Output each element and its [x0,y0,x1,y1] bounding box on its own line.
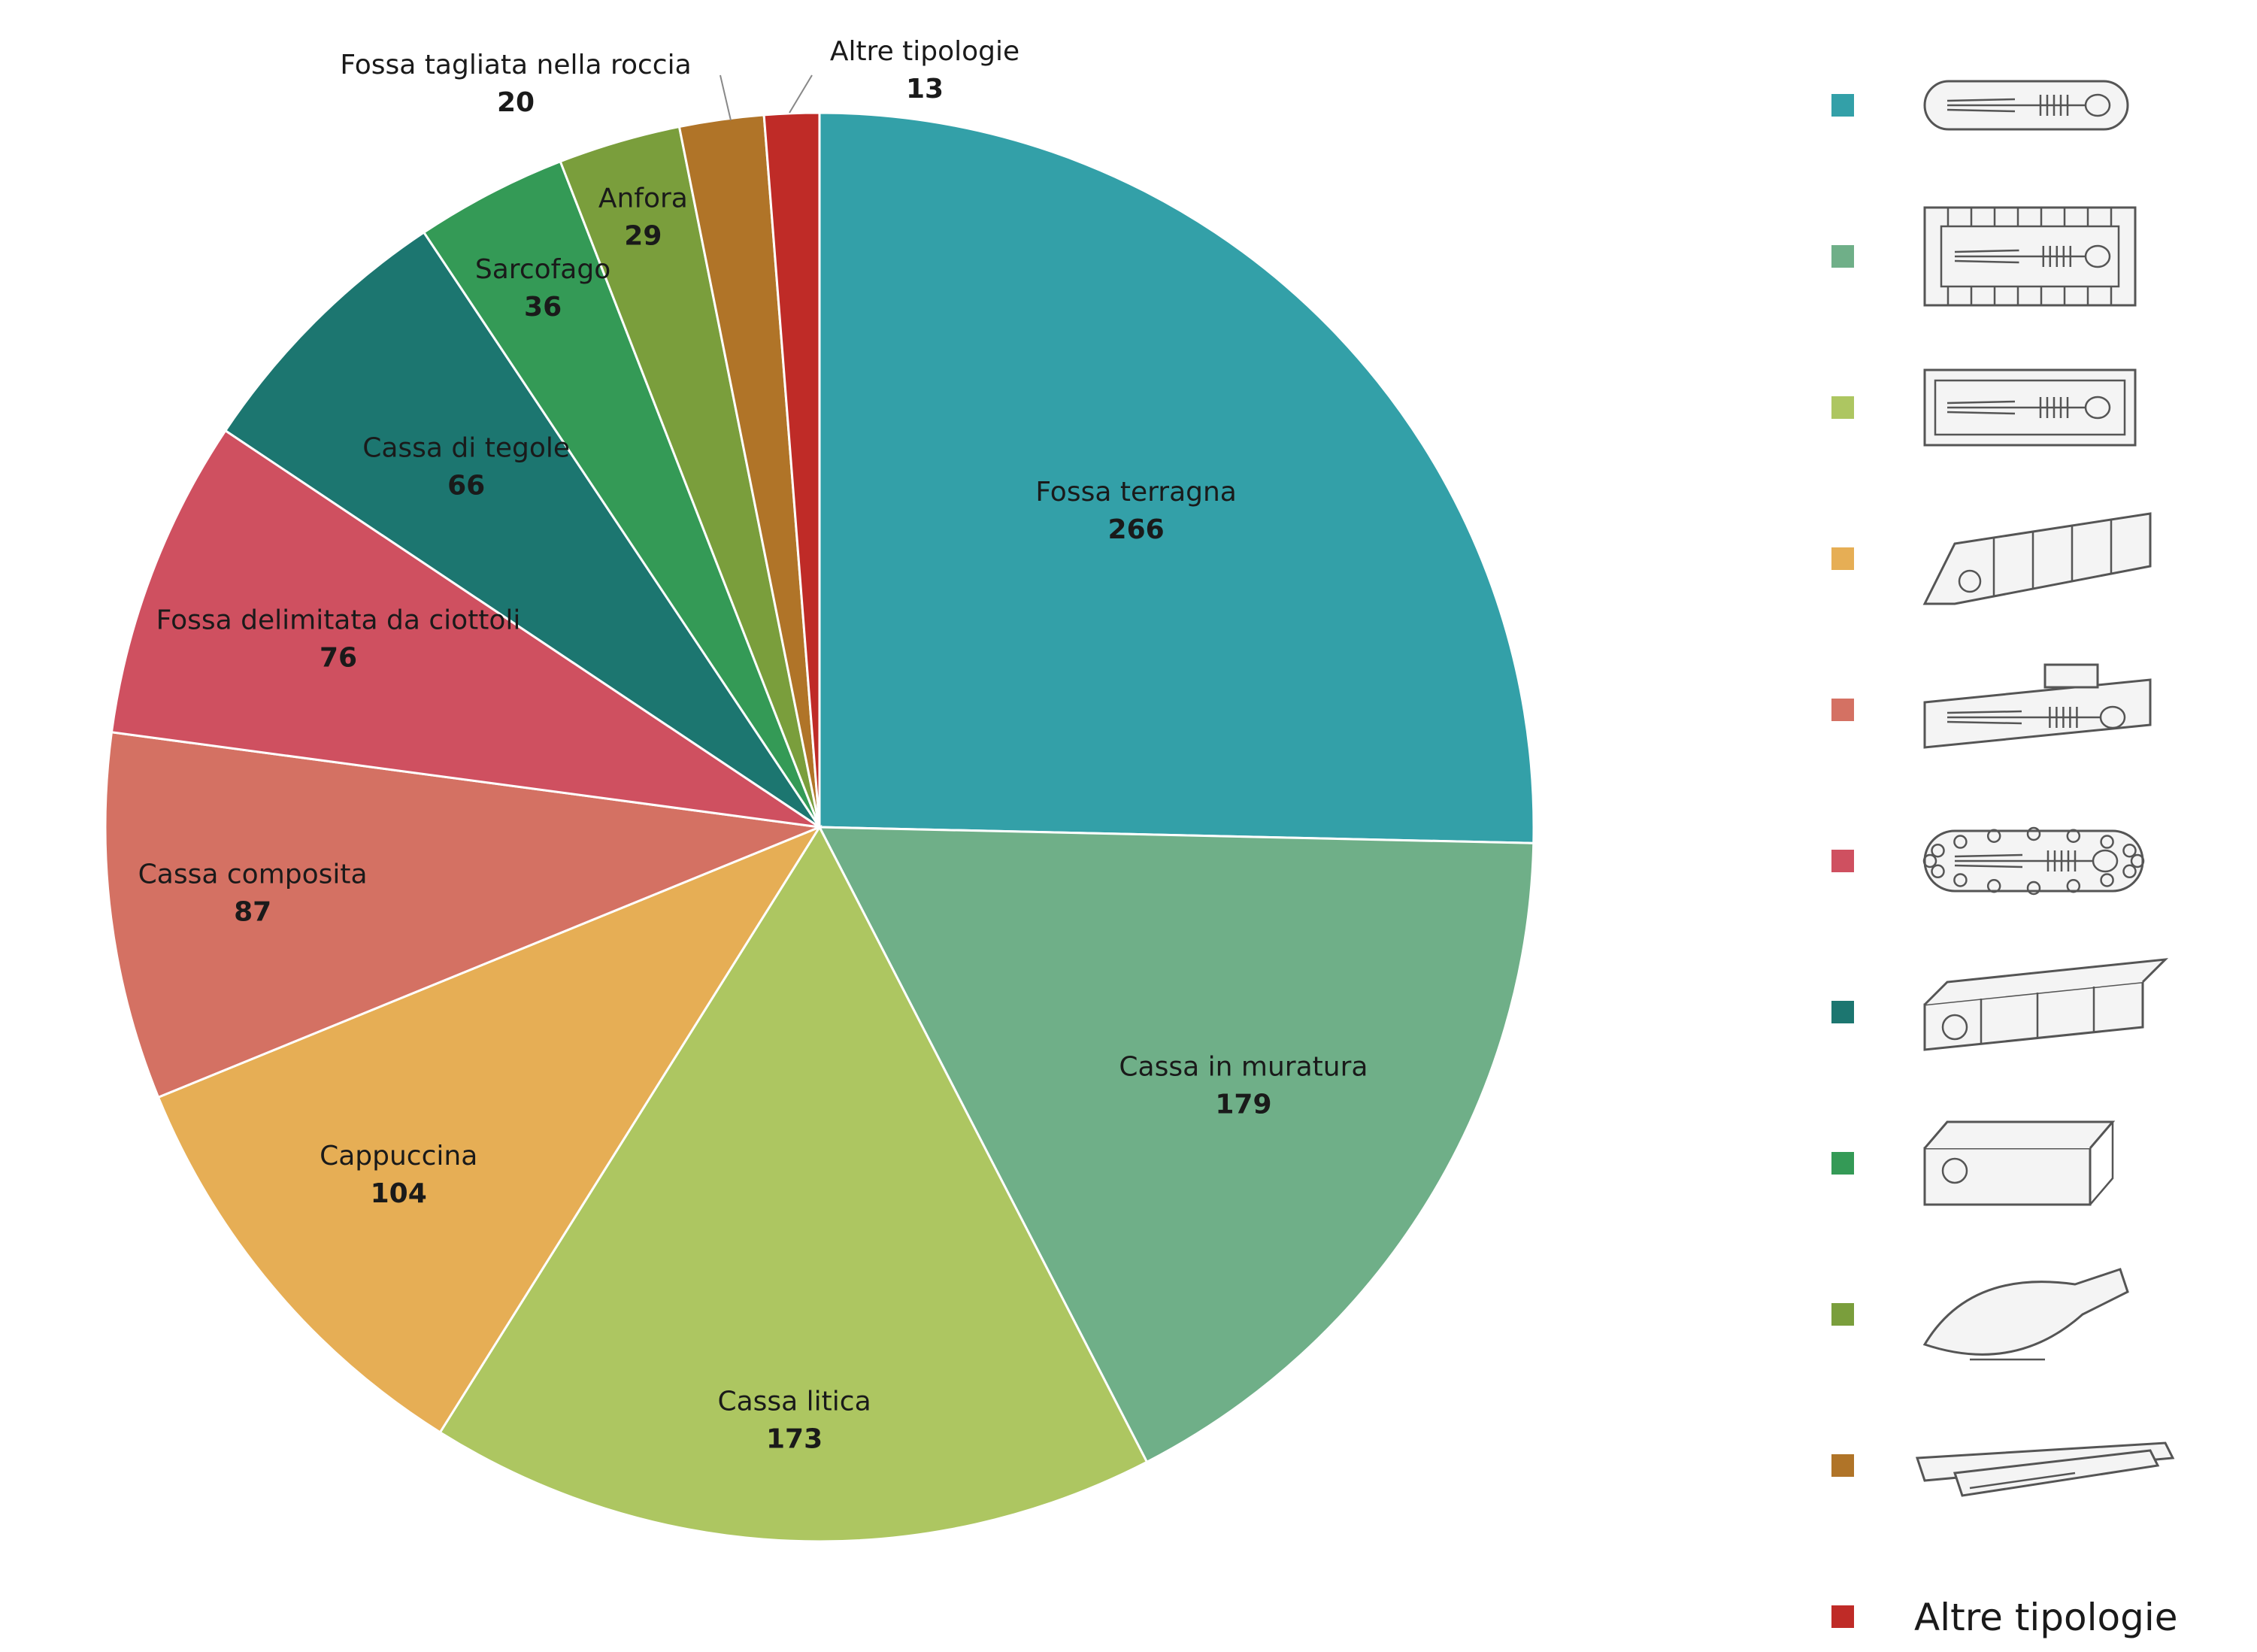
cassa-litica-illustration [1923,368,2137,447]
slice-label-cassa-di-tegole: Cassa di tegole [362,432,570,463]
slice-value-fossa-tagliata-nella-roccia: 20 [497,87,535,118]
pie-slice-cassa-litica [438,824,1149,1543]
sarcofago-illustration [1923,1120,2116,1206]
legend-swatch [1831,1605,1854,1628]
cappuccina-illustration [1922,512,2152,605]
legend-swatch [1831,94,1854,117]
pie-slice-cassa-composita [104,731,824,1099]
legend-swatch [1831,547,1854,570]
slice-value-anfora: 29 [624,221,662,252]
legend-item-8 [1831,1268,2129,1361]
slice-label-fossa-tagliata-nella-roccia: Fossa tagliata nella roccia [340,50,691,80]
slice-label-cassa-composita: Cassa composita [138,859,368,890]
slice-value-cassa-composita: 87 [234,896,271,927]
fossa-terragna-illustration [1923,80,2129,131]
legend-item-0 [1831,80,2129,131]
slice-label-cassa-litica: Cassa litica [717,1386,871,1417]
pie-slice-cassa-in-muratura [817,826,1535,1464]
slice-label-fossa-delimitata-da-ciottoli: Fossa delimitata da ciottoli [156,605,521,635]
slice-value-cassa-litica: 173 [766,1423,823,1454]
slice-value-cappuccina: 104 [371,1178,427,1209]
legend-swatch [1831,1001,1854,1023]
anfora-illustration [1922,1268,2129,1361]
slice-label-cappuccina: Cappuccina [320,1141,477,1172]
legend-item-1 [1831,206,2137,307]
pie-slice-cappuccina [156,824,823,1434]
slice-label-altre-tipologie: Altre tipologie [830,36,1019,67]
legend-swatch [1831,850,1854,872]
pie-slice-cassa-di-tegole [223,230,821,829]
legend-item-9 [1831,1441,2175,1497]
cassa-composita-illustration [1923,663,2152,749]
slice-value-fossa-terragna: 266 [1108,514,1165,545]
slice-label-cassa-in-muratura: Cassa in muratura [1119,1051,1368,1082]
slice-value-cassa-in-muratura: 179 [1215,1089,1271,1120]
leader-line-fossa-tagliata-nella-roccia [720,74,732,121]
slice-label-fossa-terragna: Fossa terragna [1035,477,1237,508]
cassa-tegole-illustration [1923,958,2169,1051]
leader-lines [720,74,813,121]
cassa-in-muratura-illustration [1923,206,2137,307]
legend-item-4 [1831,663,2152,749]
fossa-roccia-illustration [1915,1441,2175,1497]
slice-label-sarcofago: Sarcofago [475,254,610,285]
legend-item-2 [1831,368,2137,447]
legend-swatch [1831,1303,1854,1326]
legend-swatch [1831,699,1854,721]
pie-labels: Fossa terragna 266 Cassa in muratura 179 Cas… [138,36,1368,1454]
leader-line-altre-tipologie [789,74,813,114]
slice-value-cassa-di-tegole: 66 [447,470,485,501]
legend-item-5 [1831,826,2145,896]
legend-item-6 [1831,958,2169,1051]
legend-item-7 [1831,1120,2116,1206]
legend-item-3 [1831,512,2152,605]
legend-swatch [1831,245,1854,268]
slice-value-fossa-delimitata-da-ciottoli: 76 [320,642,357,673]
pie-slice-altre-tipologie [762,111,821,828]
legend-swatch [1831,396,1854,419]
pie-slices [104,111,1535,1543]
legend-swatch [1831,1454,1854,1477]
legend-item-10: Altre tipologie [1831,1596,2178,1639]
slice-value-sarcofago: 36 [524,292,562,323]
legend: Altre tipologie [1831,80,2178,1639]
slice-label-anfora: Anfora [598,183,688,214]
fossa-ciottoli-illustration [1922,826,2145,896]
pie-slice-fossa-terragna [818,111,1535,844]
slice-value-altre-tipologie: 13 [906,74,944,105]
pie-slice-fossa-delimitata-da-ciottoli [110,429,820,829]
legend-swatch [1831,1152,1854,1175]
legend-label-altre-tipologie: Altre tipologie [1914,1596,2178,1639]
